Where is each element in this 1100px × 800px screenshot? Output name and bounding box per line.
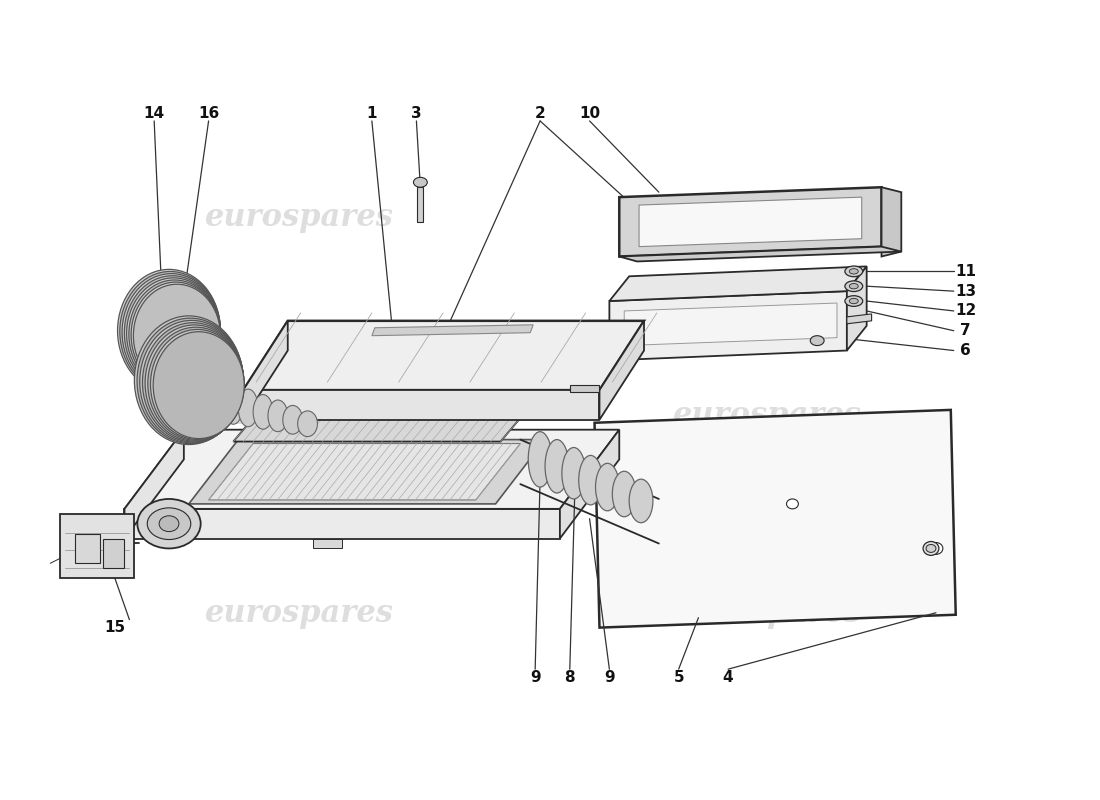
Ellipse shape [138, 318, 243, 444]
Polygon shape [233, 385, 548, 442]
Text: eurospares: eurospares [673, 400, 862, 431]
Ellipse shape [845, 281, 862, 291]
Ellipse shape [923, 542, 939, 555]
Ellipse shape [283, 406, 302, 434]
Ellipse shape [528, 432, 552, 487]
Ellipse shape [849, 298, 858, 304]
Ellipse shape [562, 447, 585, 499]
Ellipse shape [118, 270, 220, 392]
Polygon shape [372, 325, 534, 336]
Ellipse shape [930, 542, 943, 554]
Text: eurospares: eurospares [673, 202, 862, 234]
Polygon shape [209, 443, 520, 500]
Ellipse shape [253, 394, 273, 429]
Text: 15: 15 [104, 620, 125, 635]
Ellipse shape [223, 384, 243, 424]
Polygon shape [881, 187, 901, 257]
Text: 5: 5 [673, 670, 684, 685]
Ellipse shape [845, 266, 862, 277]
Ellipse shape [160, 516, 179, 532]
Polygon shape [847, 314, 871, 324]
Ellipse shape [414, 178, 427, 187]
Ellipse shape [786, 499, 799, 509]
Text: 3: 3 [411, 106, 421, 121]
Ellipse shape [145, 325, 244, 441]
Ellipse shape [849, 283, 858, 289]
Text: 6: 6 [960, 343, 971, 358]
Polygon shape [312, 538, 342, 549]
Ellipse shape [209, 378, 229, 422]
Text: 14: 14 [144, 106, 165, 121]
Ellipse shape [595, 463, 619, 511]
Ellipse shape [129, 280, 220, 389]
Polygon shape [417, 187, 424, 222]
Text: 2: 2 [535, 106, 546, 121]
Ellipse shape [845, 296, 862, 306]
Ellipse shape [133, 284, 220, 387]
Ellipse shape [629, 479, 653, 522]
Text: 9: 9 [530, 670, 540, 685]
Ellipse shape [579, 455, 603, 505]
Ellipse shape [239, 389, 258, 426]
Polygon shape [624, 303, 837, 346]
Text: 7: 7 [960, 323, 971, 338]
Polygon shape [619, 187, 881, 257]
Polygon shape [124, 509, 560, 538]
Polygon shape [560, 430, 619, 538]
Ellipse shape [126, 278, 220, 390]
Ellipse shape [147, 508, 190, 539]
Text: 12: 12 [955, 303, 976, 318]
Polygon shape [243, 390, 600, 420]
Ellipse shape [153, 332, 244, 438]
Ellipse shape [849, 269, 858, 274]
Text: 10: 10 [579, 106, 601, 121]
Polygon shape [102, 538, 124, 568]
Text: 4: 4 [723, 670, 734, 685]
Ellipse shape [613, 471, 636, 517]
Ellipse shape [151, 330, 244, 439]
Ellipse shape [120, 271, 220, 391]
Ellipse shape [811, 336, 824, 346]
Ellipse shape [138, 499, 200, 549]
Polygon shape [75, 534, 100, 563]
Text: 13: 13 [955, 284, 976, 298]
Text: eurospares: eurospares [206, 400, 394, 431]
Polygon shape [243, 321, 644, 390]
Polygon shape [570, 385, 600, 392]
Text: 8: 8 [564, 670, 575, 685]
Ellipse shape [134, 316, 243, 445]
Ellipse shape [124, 276, 220, 390]
Text: 1: 1 [366, 106, 377, 121]
Polygon shape [124, 430, 184, 538]
Text: 9: 9 [604, 670, 615, 685]
Ellipse shape [131, 282, 220, 388]
Ellipse shape [298, 411, 318, 437]
Polygon shape [60, 514, 134, 578]
Text: 11: 11 [955, 264, 976, 279]
Polygon shape [189, 439, 546, 504]
Ellipse shape [122, 274, 220, 390]
Polygon shape [639, 197, 861, 246]
Polygon shape [124, 430, 619, 509]
Text: eurospares: eurospares [206, 202, 394, 234]
Polygon shape [609, 291, 847, 361]
Text: eurospares: eurospares [673, 598, 862, 630]
Ellipse shape [142, 322, 244, 442]
Polygon shape [609, 266, 867, 301]
Polygon shape [243, 321, 288, 420]
Text: 16: 16 [198, 106, 219, 121]
Ellipse shape [268, 400, 288, 432]
Polygon shape [847, 266, 867, 350]
Ellipse shape [926, 545, 936, 552]
Ellipse shape [140, 321, 243, 443]
Polygon shape [594, 410, 956, 628]
Ellipse shape [147, 327, 244, 440]
Polygon shape [600, 321, 643, 420]
Ellipse shape [546, 439, 569, 493]
Polygon shape [619, 246, 901, 262]
Text: eurospares: eurospares [206, 598, 394, 630]
